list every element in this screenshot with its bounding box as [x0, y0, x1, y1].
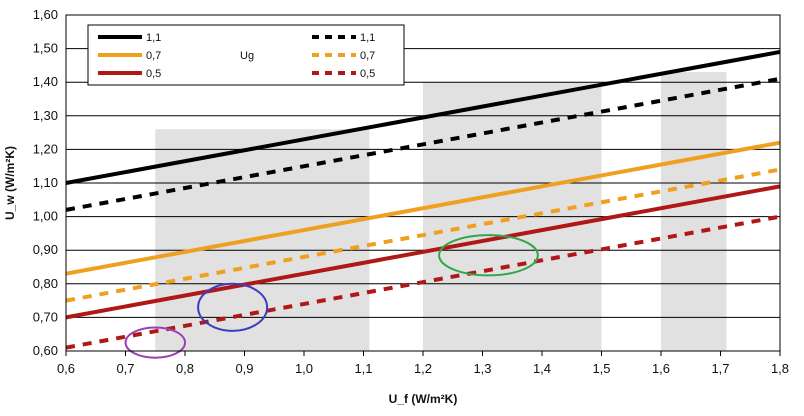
- annotations: [124, 234, 539, 359]
- y-tick-label: 0,90: [33, 242, 58, 257]
- y-axis-label: U_w (W/m²K): [3, 146, 17, 220]
- x-tick-label: 1,8: [771, 361, 789, 376]
- y-tick-label: 1,60: [33, 7, 58, 22]
- x-tick-label: 1,6: [652, 361, 670, 376]
- x-tick-label: 1,4: [533, 361, 551, 376]
- y-tick-label: 1,10: [33, 175, 58, 190]
- series-line-1: [65, 140, 781, 276]
- y-tick-label: 1,00: [33, 209, 58, 224]
- tick-labels: 0,6 0,7 0,8 0,9 1,0 1,1 1,2 1,3 1,4 1,5 1,6 1,7 1,8 0…: [33, 7, 789, 376]
- legend-label-4: 0,7: [360, 50, 375, 62]
- x-tick-label: 1,7: [711, 361, 729, 376]
- shaded-band-2: [661, 72, 727, 352]
- x-axis-label: U_f (W/m²K): [389, 392, 458, 406]
- x-tick-label: 1,3: [473, 361, 491, 376]
- legend-label-2: 0,5: [146, 68, 161, 80]
- series-line-4: [65, 167, 781, 303]
- annotation-ellipse-0: [124, 326, 186, 359]
- x-tick-label: 1,5: [592, 361, 610, 376]
- series-line-2: [65, 184, 781, 320]
- series-line-0: [65, 49, 781, 185]
- y-tick-label: 0,60: [33, 343, 58, 358]
- legend-title: Ug: [240, 50, 254, 62]
- y-tick-label: 1,20: [33, 141, 58, 156]
- series-line-5: [65, 214, 781, 350]
- x-tick-label: 1,2: [414, 361, 432, 376]
- series-line-3: [65, 76, 781, 212]
- x-tick-label: 0,7: [116, 361, 134, 376]
- y-tick-label: 0,70: [33, 309, 58, 324]
- shaded-band-0: [155, 129, 370, 351]
- y-tick-label: 1,30: [33, 108, 58, 123]
- axes: [65, 14, 781, 356]
- x-tick-label: 0,9: [235, 361, 253, 376]
- y-tick-label: 0,80: [33, 276, 58, 291]
- series-lines: [65, 49, 781, 350]
- x-tick-label: 0,8: [176, 361, 194, 376]
- legend-label-1: 0,7: [146, 50, 161, 62]
- legend: 1,1 0,7 0,5 1,1 0,7 0,5 Ug: [87, 24, 405, 86]
- legend-label-5: 0,5: [360, 68, 375, 80]
- legend-label-0: 1,1: [146, 32, 161, 44]
- annotation-ellipse-1: [197, 282, 269, 332]
- annotation-ellipse-2: [438, 234, 539, 277]
- y-tick-label: 1,40: [33, 74, 58, 89]
- x-tick-label: 1,1: [354, 361, 372, 376]
- x-tick-label: 1,0: [295, 361, 313, 376]
- y-tick-label: 1,50: [33, 41, 58, 56]
- x-tick-label: 0,6: [57, 361, 75, 376]
- legend-label-3: 1,1: [360, 32, 375, 44]
